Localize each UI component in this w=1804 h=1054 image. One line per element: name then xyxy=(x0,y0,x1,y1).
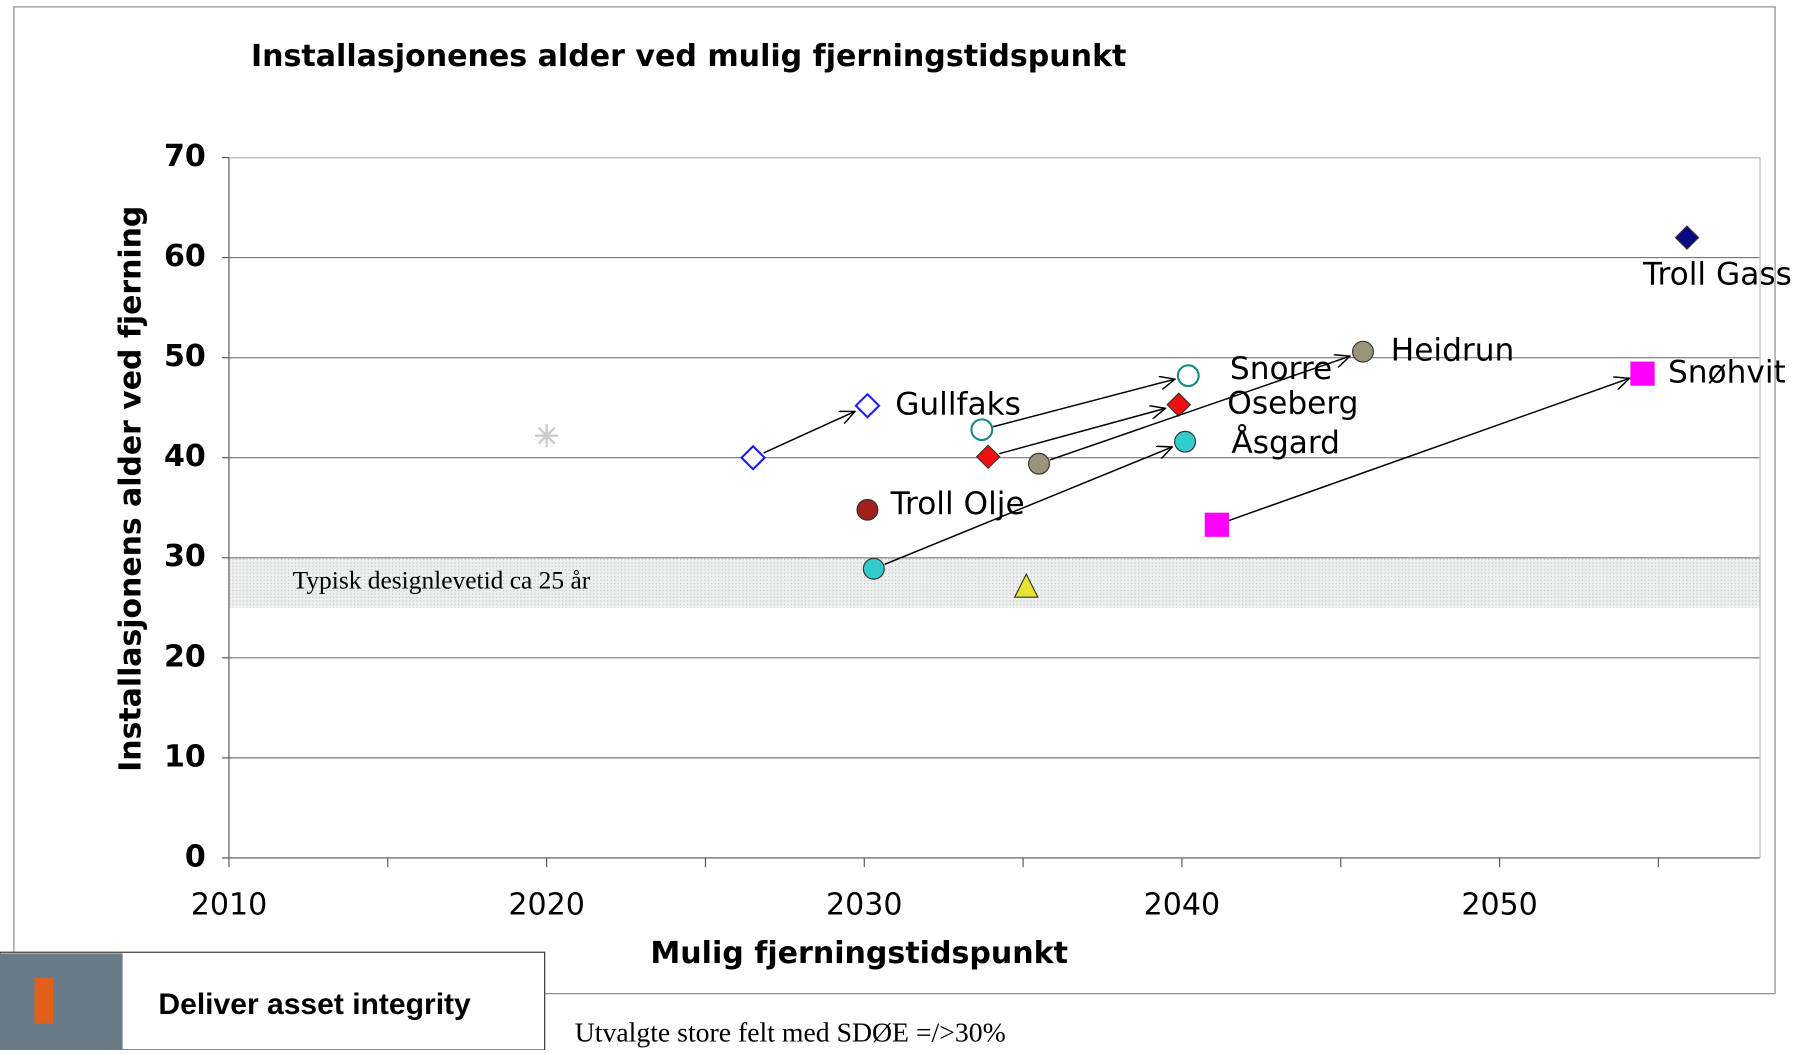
point xyxy=(1204,512,1230,537)
point-label: Heidrun xyxy=(1391,333,1515,369)
point xyxy=(970,418,994,442)
point xyxy=(740,444,767,471)
footer-note: Utvalgte store felt med SDØE =/>30% xyxy=(575,1016,1006,1047)
photo-figure xyxy=(34,977,54,1024)
point xyxy=(975,444,1001,470)
chart-title: Installasjonenes alder ved mulig fjernin… xyxy=(251,39,1126,74)
point xyxy=(1176,364,1200,388)
x-tick-label: 2010 xyxy=(191,888,267,923)
y-tick-label: 10 xyxy=(164,739,206,774)
arrow xyxy=(1227,378,1630,522)
point xyxy=(1352,340,1374,363)
point-label: Snorre xyxy=(1230,351,1332,387)
y-tick-label: 50 xyxy=(164,339,206,374)
x-axis-title: Mulig fjerningstidspunkt xyxy=(650,936,1068,971)
point-label: Åsgard xyxy=(1231,423,1340,461)
y-tick-label: 20 xyxy=(164,639,206,674)
x-tick-label: 2030 xyxy=(826,888,902,923)
x-tick-label: 2050 xyxy=(1461,888,1537,923)
point xyxy=(1630,361,1655,386)
banner-text: Deliver asset integrity xyxy=(158,988,471,1021)
point xyxy=(1174,430,1197,453)
plot-area: Typisk designlevetid ca 25 år01020304050… xyxy=(164,139,1792,923)
y-tick-label: 0 xyxy=(185,839,206,874)
y-tick-label: 60 xyxy=(164,239,206,274)
y-tick-label: 40 xyxy=(164,439,206,474)
point-label: Troll Olje xyxy=(890,486,1025,522)
arrow xyxy=(763,411,855,454)
point xyxy=(1027,452,1050,475)
y-tick-label: 70 xyxy=(164,139,206,174)
arrow xyxy=(999,408,1165,455)
point-label: Gullfaks xyxy=(895,387,1021,423)
point xyxy=(1166,392,1192,418)
x-tick-label: 2020 xyxy=(508,888,584,923)
band xyxy=(228,557,1761,608)
band-label: Typisk designlevetid ca 25 år xyxy=(293,567,591,595)
point-label: Snøhvit xyxy=(1668,355,1786,391)
chart-frame xyxy=(13,6,1776,995)
y-tick-label: 30 xyxy=(164,539,206,574)
banner-photo xyxy=(0,953,123,1050)
point xyxy=(854,392,881,419)
point xyxy=(856,498,879,521)
arrow xyxy=(1049,356,1350,461)
point xyxy=(1013,572,1039,598)
arrow xyxy=(884,447,1173,566)
point xyxy=(1674,225,1700,250)
arrow xyxy=(992,379,1175,428)
x-tick-label: 2040 xyxy=(1144,888,1220,923)
point xyxy=(535,424,559,448)
y-axis-title: Installasjonens alder ved fjerning xyxy=(113,206,148,772)
point-label: Troll Gass xyxy=(1642,257,1792,293)
point xyxy=(862,557,885,580)
